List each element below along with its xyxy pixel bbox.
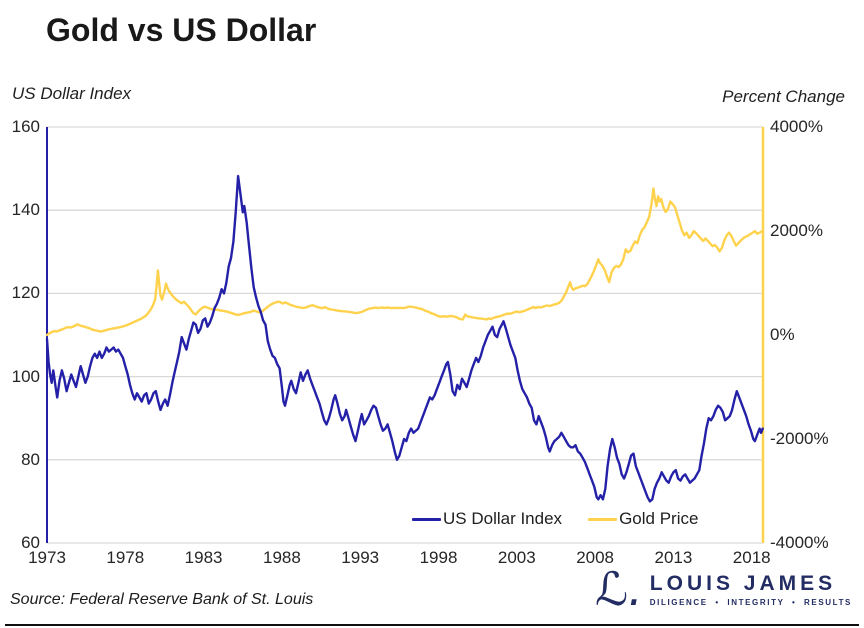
right-axis-tick-label: -2000% [770,429,829,448]
legend-label-gold-price: Gold Price [619,509,699,528]
right-axis-tick-label: -4000% [770,533,829,552]
x-axis-tick-label: 1978 [106,548,145,567]
left-axis-tick-label: 140 [11,200,40,220]
x-axis-tick-label: 1993 [341,548,380,567]
right-axis-tick-label: 2000% [770,221,823,240]
x-axis-tick-label: 1983 [184,548,223,567]
bottom-divider [5,624,859,626]
x-axis-tick-label: 2008 [576,548,615,567]
louis-james-logo: ℒ. LOUIS JAMES DILIGENCE • INTEGRITY • R… [595,562,852,616]
right-axis-tick-label: 0% [770,325,795,344]
gold-price-line-swatch [588,517,618,521]
chart-title: Gold vs US Dollar [46,12,317,48]
right-axis-title: Percent Change [722,87,845,106]
left-axis-tick-label: 60 [21,533,40,552]
x-axis-tick-label: 1998 [419,548,458,567]
logo-tagline: DILIGENCE • INTEGRITY • RESULTS [649,598,852,607]
legend: US Dollar Index Gold Price [412,509,698,529]
x-axis-tick-label: 1973 [28,548,66,567]
x-axis-tick-label: 2018 [732,548,771,567]
legend-item-gold-price: Gold Price [588,509,698,529]
source-note: Source: Federal Reserve Bank of St. Loui… [10,591,314,608]
left-axis-tick-label: 120 [11,283,40,303]
x-axis-tick-label: 2003 [497,548,536,567]
logo-text-block: LOUIS JAMES DILIGENCE • INTEGRITY • RESU… [649,567,852,608]
script-l-monogram: ℒ. [595,562,643,616]
logo-name: LOUIS JAMES [649,572,837,595]
right-axis-tick-label: 4000% [770,117,823,136]
left-axis-tick-label: 160 [11,117,40,136]
left-axis-tick-label: 80 [21,449,40,469]
left-axis-tick-label: 100 [11,366,40,386]
left-axis-title: US Dollar Index [12,84,132,103]
legend-item-us-dollar-index: US Dollar Index [412,509,562,529]
x-axis-tick-label: 2013 [654,548,693,567]
legend-label-us-dollar-index: US Dollar Index [443,509,563,528]
x-axis-tick-label: 1988 [262,548,301,567]
us-dollar-index-line-swatch [412,517,441,521]
